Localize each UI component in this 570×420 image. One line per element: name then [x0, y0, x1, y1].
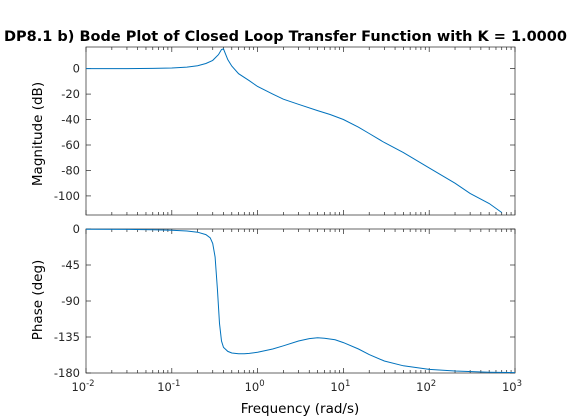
magnitude-ytick-label: -80 [61, 163, 80, 177]
frequency-xtick-label: 102 [416, 379, 436, 394]
magnitude-ytick-label: -60 [61, 138, 80, 152]
magnitude-ytick-label: -100 [54, 189, 80, 203]
magnitude-plot-frame [85, 46, 516, 216]
magnitude-response-line [86, 48, 502, 213]
phase-ylabel: Phase (deg) [30, 260, 46, 341]
frequency-xtick-label: 10-1 [157, 379, 180, 394]
phase-ytick-label: -180 [54, 366, 80, 380]
phase-ytick-label: -45 [61, 258, 80, 272]
phase-ytick-label: 0 [73, 222, 80, 236]
frequency-xtick-label: 100 [245, 379, 265, 394]
magnitude-axes: 0 -20 -40 -60 -80 -100 [54, 46, 516, 216]
frequency-xtick-label: 10-2 [71, 379, 94, 394]
phase-response-line [85, 228, 516, 374]
frequency-xtick-label: 101 [330, 379, 350, 394]
phase-ytick-label: -90 [61, 294, 80, 308]
magnitude-ylabel: Magnitude (dB) [30, 82, 46, 186]
phase-ytick-label: -135 [54, 330, 80, 344]
phase-plot-frame [85, 228, 516, 374]
magnitude-ytick-label: -40 [61, 113, 80, 127]
magnitude-ytick-label: -20 [61, 87, 80, 101]
frequency-xtick-label: 103 [502, 379, 522, 394]
magnitude-ytick-label: 0 [73, 62, 80, 76]
frequency-xlabel: Frequency (rad/s) [241, 401, 360, 417]
figure-title: DP8.1 b) Bode Plot of Closed Loop Transf… [4, 29, 567, 45]
